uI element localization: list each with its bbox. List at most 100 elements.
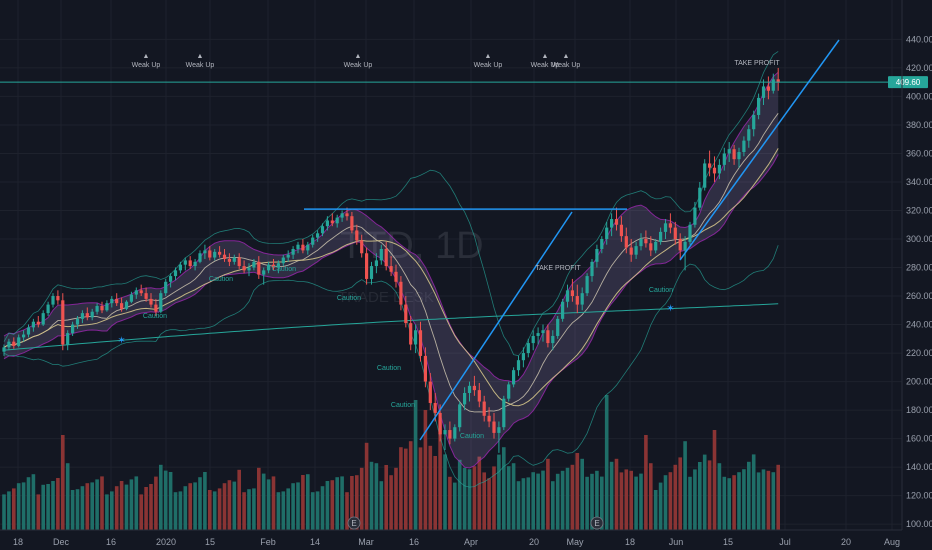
volume-bar: [467, 469, 472, 530]
volume-bar: [364, 442, 369, 530]
candle-body: [766, 86, 770, 91]
candle-body: [36, 321, 40, 325]
volume-bar: [600, 476, 604, 530]
volume-bar: [546, 458, 550, 530]
arrow-up-icon: ▲: [143, 53, 150, 60]
volume-bar: [198, 477, 202, 530]
arrow-up-icon: ▲: [563, 53, 570, 60]
trendline-right: [679, 39, 840, 261]
x-tick-label: Jun: [669, 537, 684, 547]
candle-body: [164, 281, 168, 294]
candle-body: [355, 230, 359, 241]
volume-bar: [41, 484, 45, 530]
volume-bar: [306, 474, 310, 530]
volume-bar: [404, 448, 408, 530]
volume-bar: [144, 487, 148, 530]
candle-body: [335, 217, 339, 224]
candle-body: [262, 270, 266, 275]
volume-bar: [173, 492, 178, 530]
volume-bar: [649, 463, 653, 530]
volume-bar: [252, 488, 256, 530]
volume-bars: [2, 395, 780, 530]
candle-body: [311, 237, 315, 245]
volume-bar: [149, 484, 153, 530]
volume-bar: [178, 491, 183, 530]
candle-body: [629, 247, 633, 255]
candle-body: [154, 304, 158, 312]
candle-body: [771, 79, 775, 91]
arrow-up-icon: ▲: [485, 53, 492, 60]
candle-body: [428, 381, 432, 403]
volume-bar: [663, 475, 668, 530]
arrow-up-icon: ▲: [197, 53, 204, 60]
candle-body: [247, 267, 251, 271]
candle-body: [639, 239, 643, 247]
x-tick-label: Dec: [53, 537, 70, 547]
volume-bar: [742, 469, 746, 530]
volume-bar: [683, 441, 687, 530]
volume-bar: [693, 469, 697, 530]
volume-bar: [61, 435, 65, 530]
watermark-name: TRADE DESK: [338, 289, 434, 306]
candle-body: [90, 311, 94, 318]
volume-bar: [257, 467, 261, 530]
volume-bar: [369, 461, 374, 530]
y-tick-label: 440.00: [906, 34, 932, 44]
volume-bar: [301, 475, 305, 530]
weak-up-label: Weak Up: [186, 62, 215, 69]
y-tick-label: 140.00: [906, 462, 932, 472]
drawings[interactable]: 409.60: [0, 39, 928, 441]
x-tick-label: Mar: [358, 537, 374, 547]
caution-label: Caution: [209, 276, 233, 283]
candle-body: [169, 276, 173, 282]
volume-bar: [310, 492, 315, 530]
volume-bar: [227, 480, 232, 530]
volume-bar: [575, 453, 580, 530]
candle-body: [389, 266, 393, 272]
volume-bar: [70, 490, 75, 530]
caution-label: Caution: [649, 287, 673, 294]
candle-body: [183, 260, 187, 265]
candle-body: [159, 293, 163, 312]
candle-body: [252, 261, 256, 268]
volume-bar: [433, 456, 437, 530]
moving-averages: ✶✶: [3, 113, 779, 413]
volume-bar: [585, 476, 589, 530]
x-tick-label: 15: [723, 537, 733, 547]
candle-body: [85, 313, 89, 318]
y-tick-label: 320.00: [906, 205, 932, 215]
candle-body: [173, 270, 178, 277]
price-label: 409.60: [896, 78, 921, 87]
volume-bar: [124, 484, 129, 530]
candle-body: [497, 427, 501, 433]
volume-bar: [154, 476, 158, 530]
volume-bar: [21, 482, 26, 530]
volume-bar: [26, 477, 31, 530]
x-tick-label: May: [566, 537, 584, 547]
candle-body: [271, 264, 276, 268]
candle-body: [350, 216, 354, 231]
volume-bar: [761, 469, 766, 530]
volume-bar: [595, 470, 599, 530]
candle-body: [178, 264, 182, 271]
caution-label: Caution: [391, 402, 415, 409]
volume-bar: [678, 457, 682, 530]
volume-bar: [222, 483, 227, 530]
volume-bar: [139, 494, 143, 530]
candle-body: [556, 318, 560, 336]
candle-body: [561, 301, 565, 319]
volume-bar: [737, 472, 741, 530]
volume-bar: [526, 477, 531, 530]
x-tick-label: Jul: [779, 537, 791, 547]
volume-bar: [134, 476, 139, 530]
x-tick-label: 18: [625, 537, 635, 547]
volume-bar: [281, 491, 286, 530]
price-label-bg: [888, 76, 928, 89]
earnings-label: E: [351, 519, 356, 528]
volume-bar: [423, 410, 428, 530]
volume-bar: [75, 489, 80, 530]
volume-bar: [418, 447, 423, 530]
volume-bar: [604, 395, 609, 530]
